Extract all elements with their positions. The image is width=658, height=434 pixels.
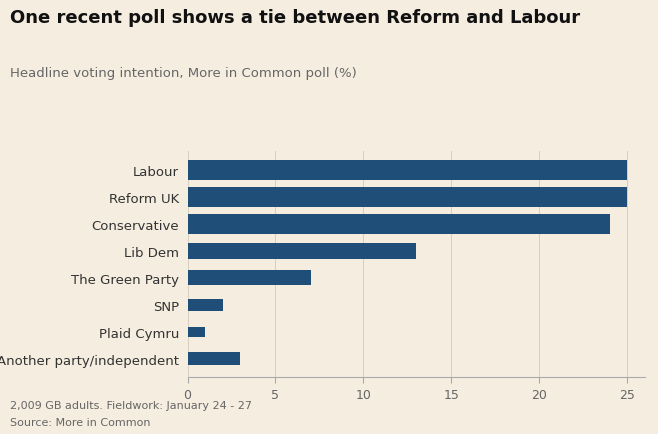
Bar (188, 271, 311, 286)
Bar (188, 327, 205, 337)
Bar (188, 243, 416, 260)
Bar (188, 161, 627, 181)
Bar (188, 352, 240, 365)
Text: One recent poll shows a tie between Reform and Labour: One recent poll shows a tie between Refo… (10, 9, 580, 26)
Text: Source: More in Common: Source: More in Common (10, 418, 151, 427)
Text: Headline voting intention, More in Common poll (%): Headline voting intention, More in Commo… (10, 67, 357, 80)
Bar (188, 215, 610, 234)
Bar (188, 188, 627, 207)
Text: 2,009 GB adults. Fieldwork: January 24 - 27: 2,009 GB adults. Fieldwork: January 24 -… (10, 400, 252, 410)
Bar (188, 299, 222, 311)
